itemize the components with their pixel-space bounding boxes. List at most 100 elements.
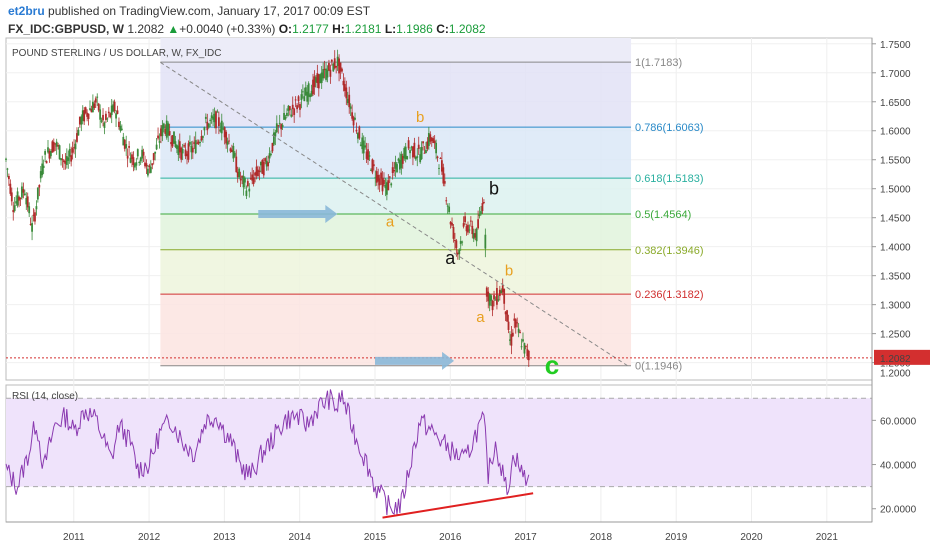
candle-body bbox=[86, 112, 88, 117]
candle-body bbox=[28, 206, 31, 214]
candle-body bbox=[259, 161, 262, 166]
candle-body bbox=[42, 165, 45, 168]
candle-body bbox=[378, 178, 381, 186]
fib-level-label: 0.382(1.3946) bbox=[635, 245, 704, 257]
candle-body bbox=[281, 124, 284, 128]
candle-body bbox=[419, 154, 422, 163]
candle-body bbox=[372, 164, 375, 167]
candle-body bbox=[496, 288, 498, 305]
candle-body bbox=[105, 113, 107, 120]
wave-label: c bbox=[545, 350, 559, 380]
candle-body bbox=[509, 339, 511, 341]
x-tick-label: 2019 bbox=[665, 532, 688, 543]
candle-body bbox=[160, 128, 162, 137]
last-price: 1.2082 bbox=[127, 22, 165, 36]
candle-body bbox=[425, 149, 427, 154]
change-value: +0.0040 (+0.33%) bbox=[179, 22, 276, 36]
candle-body bbox=[206, 121, 209, 131]
candle-body bbox=[351, 112, 354, 119]
open-label: O: bbox=[278, 22, 293, 36]
candle-body bbox=[9, 183, 12, 194]
published-text: published on TradingView.com, January 17… bbox=[48, 4, 371, 18]
candle-body bbox=[122, 136, 125, 146]
y-tick-label: 1.5000 bbox=[880, 185, 911, 196]
candle-body bbox=[191, 147, 194, 153]
candle-body bbox=[288, 106, 291, 111]
candle-body bbox=[265, 160, 268, 167]
candle-body bbox=[449, 221, 452, 225]
candle-body bbox=[354, 117, 356, 120]
candle-body bbox=[397, 158, 400, 161]
candle-body bbox=[142, 151, 145, 156]
candle-body bbox=[339, 62, 342, 72]
symbol-info: FX_IDC:GBPUSD, W 1.2082 ▲+0.0040 (+0.33%… bbox=[8, 22, 486, 36]
close-label: C: bbox=[436, 22, 449, 36]
candle-body bbox=[23, 193, 26, 196]
candle-body bbox=[138, 161, 141, 163]
candle-body bbox=[456, 252, 459, 255]
candle-body bbox=[284, 117, 287, 120]
candle-body bbox=[303, 96, 306, 102]
fib-level-label: 0.786(1.6063) bbox=[635, 122, 704, 134]
candle-body bbox=[522, 339, 524, 342]
candle-body bbox=[257, 169, 259, 177]
candle-body bbox=[286, 112, 288, 116]
candle-body bbox=[74, 143, 77, 150]
rsi-line bbox=[5, 389, 530, 516]
candle-body bbox=[233, 152, 236, 157]
candle-body bbox=[26, 196, 29, 208]
open-value: 1.2177 bbox=[292, 22, 329, 36]
candle-body bbox=[262, 162, 265, 176]
candle-body bbox=[438, 167, 440, 169]
candle-body bbox=[141, 149, 144, 159]
candle-body bbox=[487, 291, 490, 302]
candle-body bbox=[448, 206, 451, 213]
candle-body bbox=[517, 328, 520, 333]
chart-title: POUND STERLING / US DOLLAR, W, FX_IDC bbox=[12, 48, 221, 59]
candle-body bbox=[429, 134, 432, 142]
candle-body bbox=[203, 127, 206, 131]
candle-body bbox=[254, 172, 256, 176]
x-tick-label: 2014 bbox=[289, 532, 312, 543]
divergence-line bbox=[382, 492, 534, 519]
last-price-tag-label: 1.2082 bbox=[880, 354, 911, 365]
blue-arrow-icon bbox=[258, 204, 338, 223]
candle-body bbox=[19, 197, 22, 199]
candle-body bbox=[355, 129, 358, 132]
candle-body bbox=[5, 158, 7, 160]
candle-body bbox=[523, 343, 526, 354]
candle-body bbox=[391, 167, 394, 173]
candle-body bbox=[384, 184, 387, 189]
candle-body bbox=[388, 176, 391, 178]
candle-body bbox=[235, 156, 238, 173]
candle-body bbox=[131, 154, 133, 159]
candle-body bbox=[193, 142, 196, 144]
candle-body bbox=[242, 175, 245, 188]
fib-zone bbox=[160, 294, 632, 366]
candle-body bbox=[407, 140, 410, 149]
candle-body bbox=[49, 151, 52, 157]
x-tick-label: 2016 bbox=[439, 532, 462, 543]
y-tick-label: 1.4500 bbox=[880, 214, 911, 225]
candle-body bbox=[317, 74, 320, 89]
fib-zone bbox=[160, 213, 632, 250]
candle-body bbox=[54, 143, 57, 145]
candle-body bbox=[474, 233, 477, 238]
fib-level-label: 1(1.7183) bbox=[635, 57, 682, 69]
candle-body bbox=[47, 147, 49, 153]
candle-body bbox=[204, 116, 207, 119]
x-tick-label: 2012 bbox=[138, 532, 161, 543]
candle-body bbox=[520, 346, 523, 348]
candle-body bbox=[323, 68, 326, 71]
candle-body bbox=[6, 168, 9, 170]
candle-body bbox=[63, 160, 65, 163]
candle-body bbox=[149, 166, 152, 173]
candle-body bbox=[136, 149, 139, 157]
candle-body bbox=[361, 137, 364, 150]
author-link[interactable]: et2bru bbox=[8, 4, 45, 18]
candle-body bbox=[401, 155, 404, 164]
candle-body bbox=[504, 311, 507, 315]
candle-body bbox=[112, 104, 115, 112]
candle-body bbox=[357, 133, 359, 139]
